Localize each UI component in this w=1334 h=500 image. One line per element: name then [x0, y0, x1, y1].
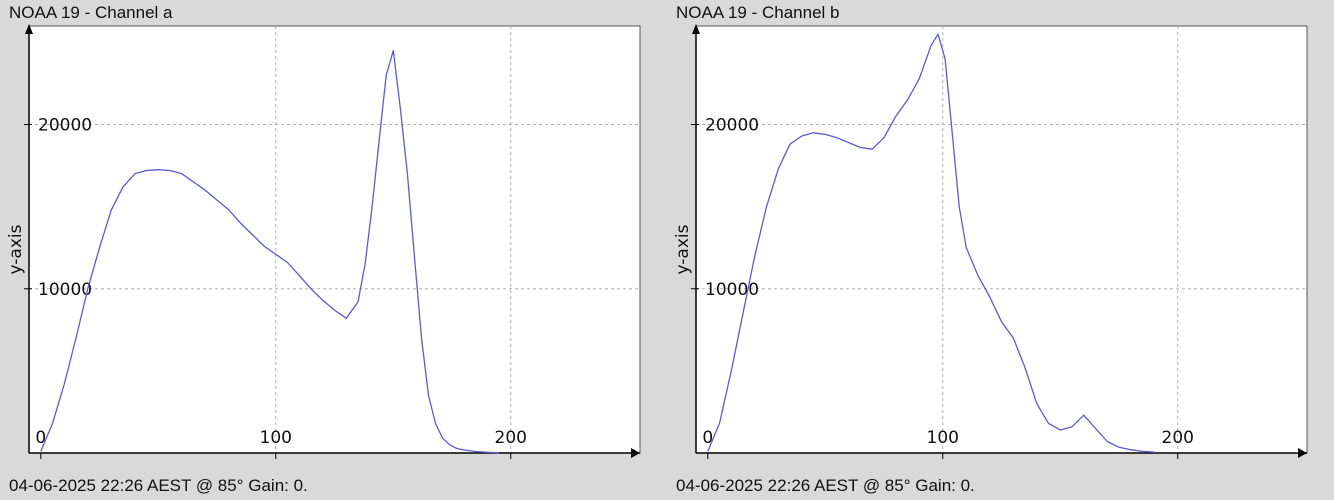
- y-axis-arrow: [25, 24, 33, 34]
- capture-info: 04-06-2025 22:26 AEST @ 85° Gain: 0.: [676, 476, 975, 495]
- y-tick-label: 20000: [38, 116, 92, 136]
- capture-info: 04-06-2025 22:26 AEST @ 85° Gain: 0.: [9, 476, 308, 495]
- x-tick-label: 200: [1162, 428, 1194, 448]
- chart-title: NOAA 19 - Channel a: [9, 3, 173, 22]
- chart-title: NOAA 19 - Channel b: [676, 3, 840, 22]
- x-tick-label: 200: [495, 428, 527, 448]
- x-tick-label: 100: [927, 428, 959, 448]
- y-axis-label: y-axis: [6, 224, 26, 274]
- channel-b-panel: NOAA 19 - Channel b 0 100 200 10000 20000 y-a…: [667, 0, 1334, 500]
- x-tick-label: 100: [260, 428, 292, 448]
- series-line: [40, 49, 500, 454]
- channel-b-chart: 0 100 200 10000 20000 y-axis: [673, 24, 1308, 459]
- channel-a-chart: 0 100 200 10000 20000 y-axis: [6, 24, 641, 459]
- x-tick-label: 0: [702, 428, 713, 448]
- x-tick-label: 0: [35, 428, 46, 448]
- y-axis-label: y-axis: [673, 224, 693, 274]
- x-axis-arrow: [1298, 448, 1307, 458]
- x-axis-arrow: [631, 448, 640, 458]
- plot-area: [695, 25, 1308, 454]
- channel-a-panel: NOAA 19 - Channel a 0 100 200 10000 20000 y-a…: [6, 3, 641, 495]
- y-tick-label: 10000: [705, 280, 759, 300]
- y-axis-arrow: [692, 24, 700, 34]
- y-tick-label: 20000: [705, 116, 759, 136]
- series-line: [707, 33, 1155, 453]
- plot-area: [28, 25, 641, 454]
- y-tick-label: 10000: [38, 280, 92, 300]
